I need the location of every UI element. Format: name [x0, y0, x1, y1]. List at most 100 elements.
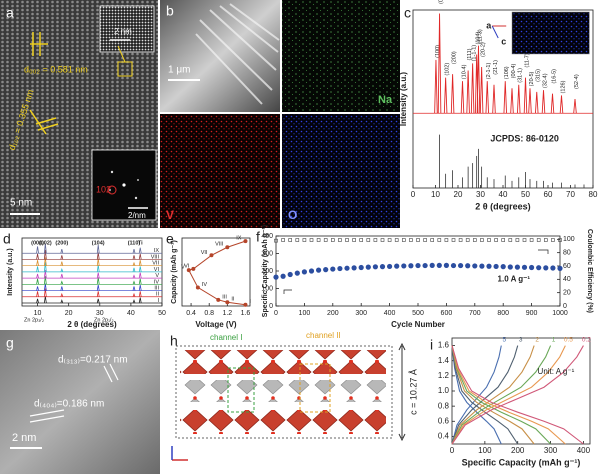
x-tick-label: 0 [274, 310, 278, 317]
gcd-curve [451, 345, 552, 445]
x-tick-label: 400 [384, 310, 396, 317]
efficiency-point [536, 238, 541, 242]
capacity-point [472, 263, 478, 269]
xrd-peak [138, 253, 142, 260]
xrd-peak [36, 253, 39, 260]
xrd-peak [460, 81, 465, 114]
xrd-peak [36, 298, 39, 304]
xrd-peak [132, 286, 136, 291]
xrd-peak [466, 70, 470, 114]
xrd-peak [60, 267, 64, 273]
xrd-peak [132, 274, 136, 279]
x-tick-label: 100 [478, 446, 492, 455]
xrd-peak [36, 246, 39, 254]
point-label: VIII [215, 242, 224, 248]
capacity-point [372, 264, 378, 270]
xrd-peak [138, 260, 142, 266]
y-axis-label: Intensity (a.u.) [399, 72, 408, 127]
annotation: Zn 2p₁/₂ [94, 317, 114, 323]
peak-label: (20-5) [529, 71, 535, 86]
xrd-peak [138, 278, 142, 285]
point-label: VII [201, 250, 208, 256]
xrd-peak [132, 292, 136, 297]
axis-arrow [538, 249, 549, 254]
channel-label: channel I [210, 333, 242, 342]
peak-label: (002) [439, 0, 445, 4]
point-label: I [249, 299, 251, 305]
panel-h: h channel I channel II c = 10.27 Å [170, 331, 418, 461]
xrd-peak [476, 45, 481, 114]
peak-label: (100) [435, 45, 441, 58]
xrd-peak [132, 261, 136, 266]
x-tick-label: 10 [431, 190, 440, 199]
capacity-point [429, 262, 435, 268]
x-axis-label: Voltage (V) [195, 320, 237, 329]
xrd-peak [36, 286, 39, 291]
x-tick-label: 100 [299, 310, 311, 317]
xrd-peak [36, 273, 39, 279]
efficiency-point [529, 238, 534, 242]
xrd-peak [60, 249, 64, 254]
panel-label: a [6, 5, 14, 21]
rate-label: 1 [552, 336, 556, 343]
capacity-point [415, 262, 421, 269]
efficiency-point [437, 238, 442, 242]
capacity-point [514, 264, 521, 270]
xrd-peak [450, 74, 455, 114]
capacity-point [280, 273, 286, 279]
efficiency-point [465, 238, 470, 242]
x-tick-label: 40 [499, 190, 508, 199]
xrd-peak [434, 59, 438, 114]
efficiency-point [387, 238, 392, 242]
efficiency-point [323, 238, 328, 242]
peak-label: (200) [452, 51, 458, 64]
xrd-peak [541, 90, 546, 114]
panel-label: b [166, 3, 174, 19]
capacity-point [436, 262, 442, 268]
x-tick-label: 60 [544, 190, 553, 199]
xrd-peak [492, 84, 496, 114]
xrd-peak [138, 247, 142, 254]
capacity-point [443, 262, 449, 268]
x-tick-label: 1000 [552, 310, 568, 317]
efficiency-point [274, 238, 278, 243]
x-tick-label: 600 [441, 310, 453, 317]
series-label: III [154, 286, 159, 292]
y2-tick-label: 0 [563, 303, 567, 310]
peak-label: (2-1-1) [486, 63, 492, 80]
efficiency-point [515, 238, 520, 242]
efficiency-point [330, 238, 335, 242]
xrd-peak [96, 258, 100, 266]
y-tick-label: 1.0 [438, 386, 450, 395]
capacity-point [507, 264, 513, 270]
peak-label: (32-4) [542, 73, 548, 88]
point-label: IX [236, 236, 242, 242]
peak-label: (001) [31, 240, 44, 246]
efficiency-point [288, 238, 293, 242]
data-point [186, 268, 191, 273]
xrd-peak [132, 299, 136, 304]
capacity-point [450, 262, 457, 269]
peak-label: (00-4) [511, 63, 517, 78]
capacity-point [394, 263, 400, 269]
xrd-peak [517, 84, 521, 114]
fft-spot [137, 179, 139, 181]
peak-label: (111) [467, 48, 473, 60]
y2-tick-label: 80 [563, 250, 571, 257]
y-tick-label: 200 [261, 268, 273, 275]
capacity-point [344, 265, 350, 271]
capacity-point [401, 263, 407, 269]
efficiency-point [316, 238, 321, 242]
efficiency-point [416, 238, 420, 242]
x-axis-label: Cycle Number [391, 320, 445, 329]
capacity-point [316, 267, 322, 273]
tem-image [0, 330, 160, 474]
xrd-peak [485, 81, 489, 114]
octahedra-row [180, 410, 386, 434]
panel-a: a d₀₀₂ = 0.581 nm d₁₀₂ = 0.355 nm 2 nm 5… [0, 0, 158, 228]
xrd-peak [479, 66, 484, 114]
capacity-point [365, 264, 371, 270]
xrd-peak [36, 266, 39, 272]
series-label: IX [154, 248, 160, 254]
xrd-peak [96, 291, 100, 297]
